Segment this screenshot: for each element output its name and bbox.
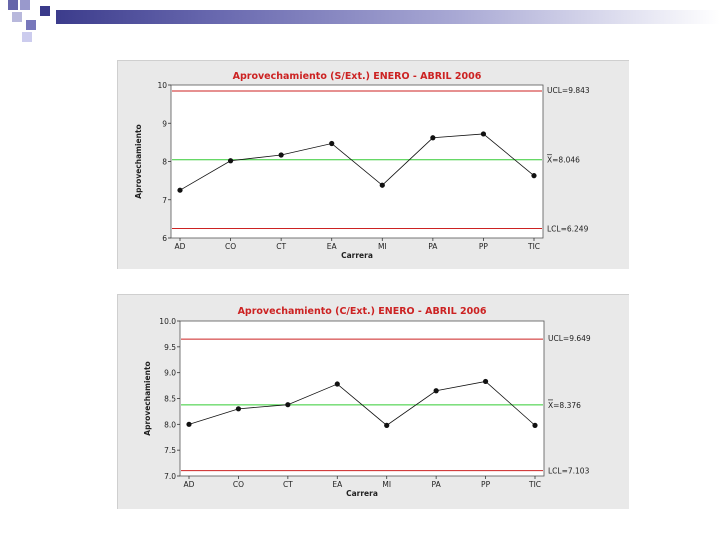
center-label: X=8.376 [548, 401, 581, 410]
data-point [531, 173, 537, 179]
data-point [482, 378, 489, 385]
x-tick-label: MI [378, 242, 387, 251]
y-tick-label: 10 [157, 81, 167, 90]
x-tick-label: AD [175, 242, 186, 251]
lcl-label: LCL=6.249 [547, 224, 589, 233]
x-tick-label: EA [332, 480, 343, 489]
plot-area [179, 320, 545, 477]
x-tick-label: PP [479, 242, 489, 251]
x-tick-label: TIC [528, 480, 541, 489]
data-point [278, 152, 284, 158]
decor-square [8, 0, 18, 10]
y-axis-label: Aprovechamiento [143, 361, 152, 435]
y-tick-label: 8.0 [164, 420, 176, 429]
x-tick-label: EA [327, 242, 338, 251]
y-axis-label: Aprovechamiento [134, 124, 143, 198]
x-tick-label: TIC [527, 242, 540, 251]
x-tick-label: AD [184, 480, 195, 489]
data-point [433, 388, 439, 394]
x-tick-label: CT [276, 242, 286, 251]
x-axis-label: Carrera [346, 489, 378, 498]
ucl-label: UCL=9.649 [548, 334, 591, 343]
decor-square [20, 0, 30, 10]
y-tick-label: 10.0 [159, 317, 176, 326]
x-axis-label: Carrera [341, 251, 373, 260]
control-chart-2: Aprovechamiento (C/Ext.) ENERO - ABRIL 2… [143, 306, 591, 498]
decor-square [26, 20, 36, 30]
chart-title: Aprovechamiento (S/Ext.) ENERO - ABRIL 2… [233, 71, 482, 82]
y-tick-label: 8.5 [164, 395, 176, 404]
data-point [532, 422, 538, 428]
data-point [177, 187, 183, 193]
data-point [480, 131, 487, 137]
y-tick-label: 6 [162, 234, 167, 243]
decor-square [22, 32, 32, 42]
chart-panel-1: Aprovechamiento (S/Ext.) ENERO - ABRIL 2… [117, 60, 629, 269]
plot-area [170, 84, 544, 239]
x-tick-label: PA [428, 242, 438, 251]
y-tick-label: 9.0 [164, 369, 176, 378]
data-point [334, 381, 340, 387]
x-tick-label: CT [283, 480, 293, 489]
data-point [384, 422, 390, 428]
series-line [188, 381, 536, 426]
y-tick-label: 9 [162, 119, 167, 128]
data-point [329, 140, 335, 147]
ucl-label: UCL=9.843 [547, 86, 590, 95]
lcl-label: LCL=7.103 [548, 467, 590, 476]
series-line [179, 133, 535, 191]
header-gradient-bar [56, 10, 720, 24]
x-tick-label: PA [432, 480, 442, 489]
y-tick-label: 7 [162, 196, 167, 205]
data-point [227, 158, 234, 164]
y-tick-label: 8 [162, 158, 167, 167]
chart-panel-2: Aprovechamiento (C/Ext.) ENERO - ABRIL 2… [117, 294, 629, 509]
x-tick-label: CO [233, 480, 244, 489]
y-tick-label: 7.5 [164, 446, 176, 455]
x-tick-label: MI [382, 480, 391, 489]
decor-square [40, 6, 50, 16]
control-chart-1: Aprovechamiento (S/Ext.) ENERO - ABRIL 2… [134, 71, 590, 260]
data-point [430, 135, 436, 141]
corner-decoration [0, 0, 60, 44]
x-tick-label: PP [481, 480, 491, 489]
chart-title: Aprovechamiento (C/Ext.) ENERO - ABRIL 2… [238, 306, 487, 317]
y-tick-label: 7.0 [164, 472, 176, 481]
data-point [379, 182, 385, 188]
x-tick-label: CO [225, 242, 236, 251]
data-point [285, 402, 291, 408]
data-point [186, 421, 192, 427]
center-label: X=8.046 [547, 156, 580, 165]
y-tick-label: 9.5 [164, 343, 176, 352]
data-point [235, 406, 242, 412]
decor-square [12, 12, 22, 22]
